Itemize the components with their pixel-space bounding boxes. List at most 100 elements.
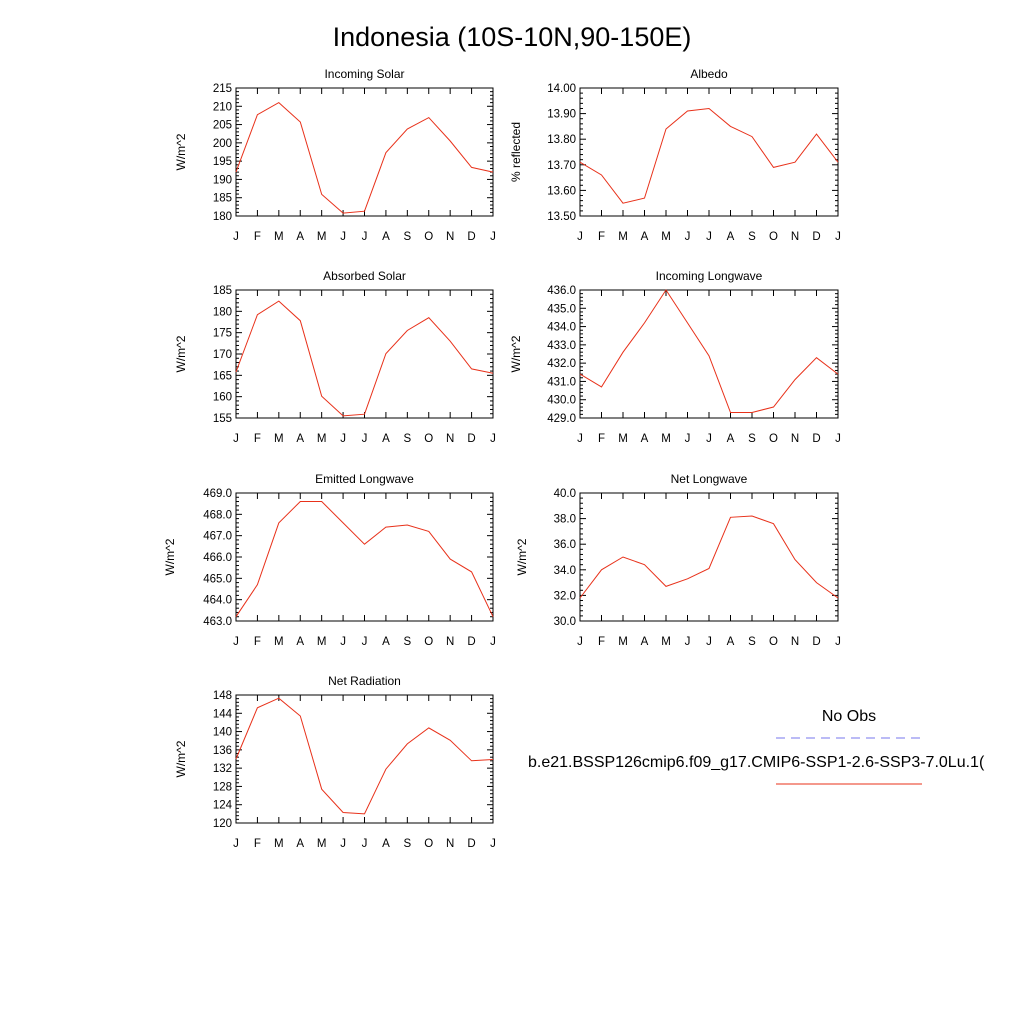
chart-4-xtick-label: J: [490, 636, 496, 648]
chart-1-xtick-label: M: [618, 231, 628, 243]
chart-1-ytick-label: 14.00: [547, 83, 576, 95]
chart-6-plot-frame: [235, 694, 494, 824]
chart-6-xtick-label: M: [317, 838, 327, 850]
chart-0-ytick-label: 205: [213, 120, 232, 132]
chart-6-xtick-label: J: [233, 838, 239, 850]
chart-4-xtick-label: O: [424, 636, 433, 648]
chart-5-title: Net Longwave: [671, 472, 748, 486]
chart-2-ytick-label: 185: [213, 285, 232, 297]
chart-4-ytick-label: 467.0: [203, 531, 232, 543]
chart-5-xtick-label: S: [748, 636, 756, 648]
chart-1-title: Albedo: [690, 67, 728, 81]
chart-2-xtick-label: J: [362, 433, 368, 445]
chart-4-xtick-label: A: [296, 636, 304, 648]
chart-2-xtick-label: F: [254, 433, 261, 445]
chart-6-ytick-label: 148: [213, 690, 232, 702]
chart-6-ylabel: W/m^2: [174, 740, 188, 777]
chart-1-ytick-label: 13.70: [547, 160, 576, 172]
chart-5-xtick-label: D: [812, 636, 820, 648]
chart-6-ytick-label: 120: [213, 818, 232, 830]
chart-2-xtick-label: N: [446, 433, 454, 445]
chart-1-xtick-label: M: [661, 231, 671, 243]
chart-0-ytick-label: 210: [213, 101, 232, 113]
chart-3-xtick-label: A: [727, 433, 735, 445]
chart-5-xtick-label: J: [835, 636, 841, 648]
chart-2-ylabel: W/m^2: [174, 335, 188, 372]
chart-3-xtick-label: O: [769, 433, 778, 445]
chart-0-ytick-label: 215: [213, 83, 232, 95]
chart-0-xtick-label: A: [296, 231, 304, 243]
chart-5-ytick-label: 32.0: [554, 590, 576, 602]
chart-1-xtick-label: F: [598, 231, 605, 243]
chart-6-xtick-label: O: [424, 838, 433, 850]
chart-5-xtick-label: J: [706, 636, 712, 648]
legend-model-label: b.e21.BSSP126cmip6.f09_g17.CMIP6-SSP1-2.…: [528, 754, 985, 771]
chart-6-title: Net Radiation: [328, 674, 401, 688]
chart-0-ytick-label: 180: [213, 211, 232, 223]
chart-5-xtick-label: M: [661, 636, 671, 648]
chart-2-xtick-label: J: [490, 433, 496, 445]
chart-5-ytick-label: 38.0: [554, 514, 576, 526]
chart-0-xtick-label: F: [254, 231, 261, 243]
chart-1-xtick-label: J: [835, 231, 841, 243]
chart-6-xtick-label: A: [296, 838, 304, 850]
chart-4-xtick-label: M: [274, 636, 284, 648]
chart-6-xtick-label: A: [382, 838, 390, 850]
chart-1-xtick-label: J: [706, 231, 712, 243]
chart-0-xtick-label: O: [424, 231, 433, 243]
chart-5-ytick-label: 36.0: [554, 539, 576, 551]
figure-title: Indonesia (10S-10N,90-150E): [333, 22, 692, 52]
chart-1-xtick-label: A: [727, 231, 735, 243]
chart-3-xtick-label: J: [577, 433, 583, 445]
chart-2-xtick-label: A: [296, 433, 304, 445]
chart-2-title: Absorbed Solar: [323, 269, 406, 283]
chart-6-xtick-label: S: [403, 838, 411, 850]
chart-3-series-line: [579, 289, 839, 413]
chart-1-ytick-label: 13.60: [547, 185, 576, 197]
chart-2-ytick-label: 180: [213, 306, 232, 318]
chart-3-ylabel: W/m^2: [509, 335, 523, 372]
chart-3-xtick-label: J: [685, 433, 691, 445]
chart-3-ytick-label: 436.0: [547, 285, 576, 297]
chart-6-xtick-label: F: [254, 838, 261, 850]
chart-3-xtick-label: F: [598, 433, 605, 445]
chart-4-ytick-label: 463.0: [203, 616, 232, 628]
chart-4-ylabel: W/m^2: [163, 538, 177, 575]
chart-4-xtick-label: J: [340, 636, 346, 648]
chart-2-series-line: [235, 300, 494, 417]
legend: No Obs b.e21.BSSP126cmip6.f09_g17.CMIP6-…: [528, 708, 985, 785]
chart-5-ylabel: W/m^2: [515, 538, 529, 575]
chart-1-xtick-label: S: [748, 231, 756, 243]
chart-6-xtick-label: M: [274, 838, 284, 850]
chart-0-xtick-label: J: [233, 231, 239, 243]
chart-3-xtick-label: J: [706, 433, 712, 445]
chart-2-xtick-label: J: [340, 433, 346, 445]
chart-3-ytick-label: 435.0: [547, 303, 576, 315]
chart-1-xtick-label: J: [685, 231, 691, 243]
chart-6-ytick-label: 132: [213, 763, 232, 775]
chart-6-ytick-label: 128: [213, 781, 232, 793]
chart-0-ytick-label: 200: [213, 138, 232, 150]
chart-1-xtick-label: A: [641, 231, 649, 243]
chart-4-ytick-label: 464.0: [203, 595, 232, 607]
chart-4-title: Emitted Longwave: [315, 472, 414, 486]
chart-4-plot-frame: [235, 492, 494, 622]
chart-0-xtick-label: A: [382, 231, 390, 243]
chart-0-xtick-label: N: [446, 231, 454, 243]
chart-0-xtick-label: M: [274, 231, 284, 243]
chart-2-xtick-label: S: [403, 433, 411, 445]
chart-3-xtick-label: J: [835, 433, 841, 445]
chart-3-xtick-label: A: [641, 433, 649, 445]
chart-4-xtick-label: S: [403, 636, 411, 648]
chart-1-ytick-label: 13.50: [547, 211, 576, 223]
chart-5-xtick-label: J: [685, 636, 691, 648]
chart-0-xtick-label: J: [362, 231, 368, 243]
chart-4-xtick-label: D: [467, 636, 475, 648]
chart-6-ytick-label: 124: [213, 800, 233, 812]
chart-2-xtick-label: M: [274, 433, 284, 445]
chart-5-plot-frame: [579, 492, 839, 622]
chart-1-xtick-label: J: [577, 231, 583, 243]
